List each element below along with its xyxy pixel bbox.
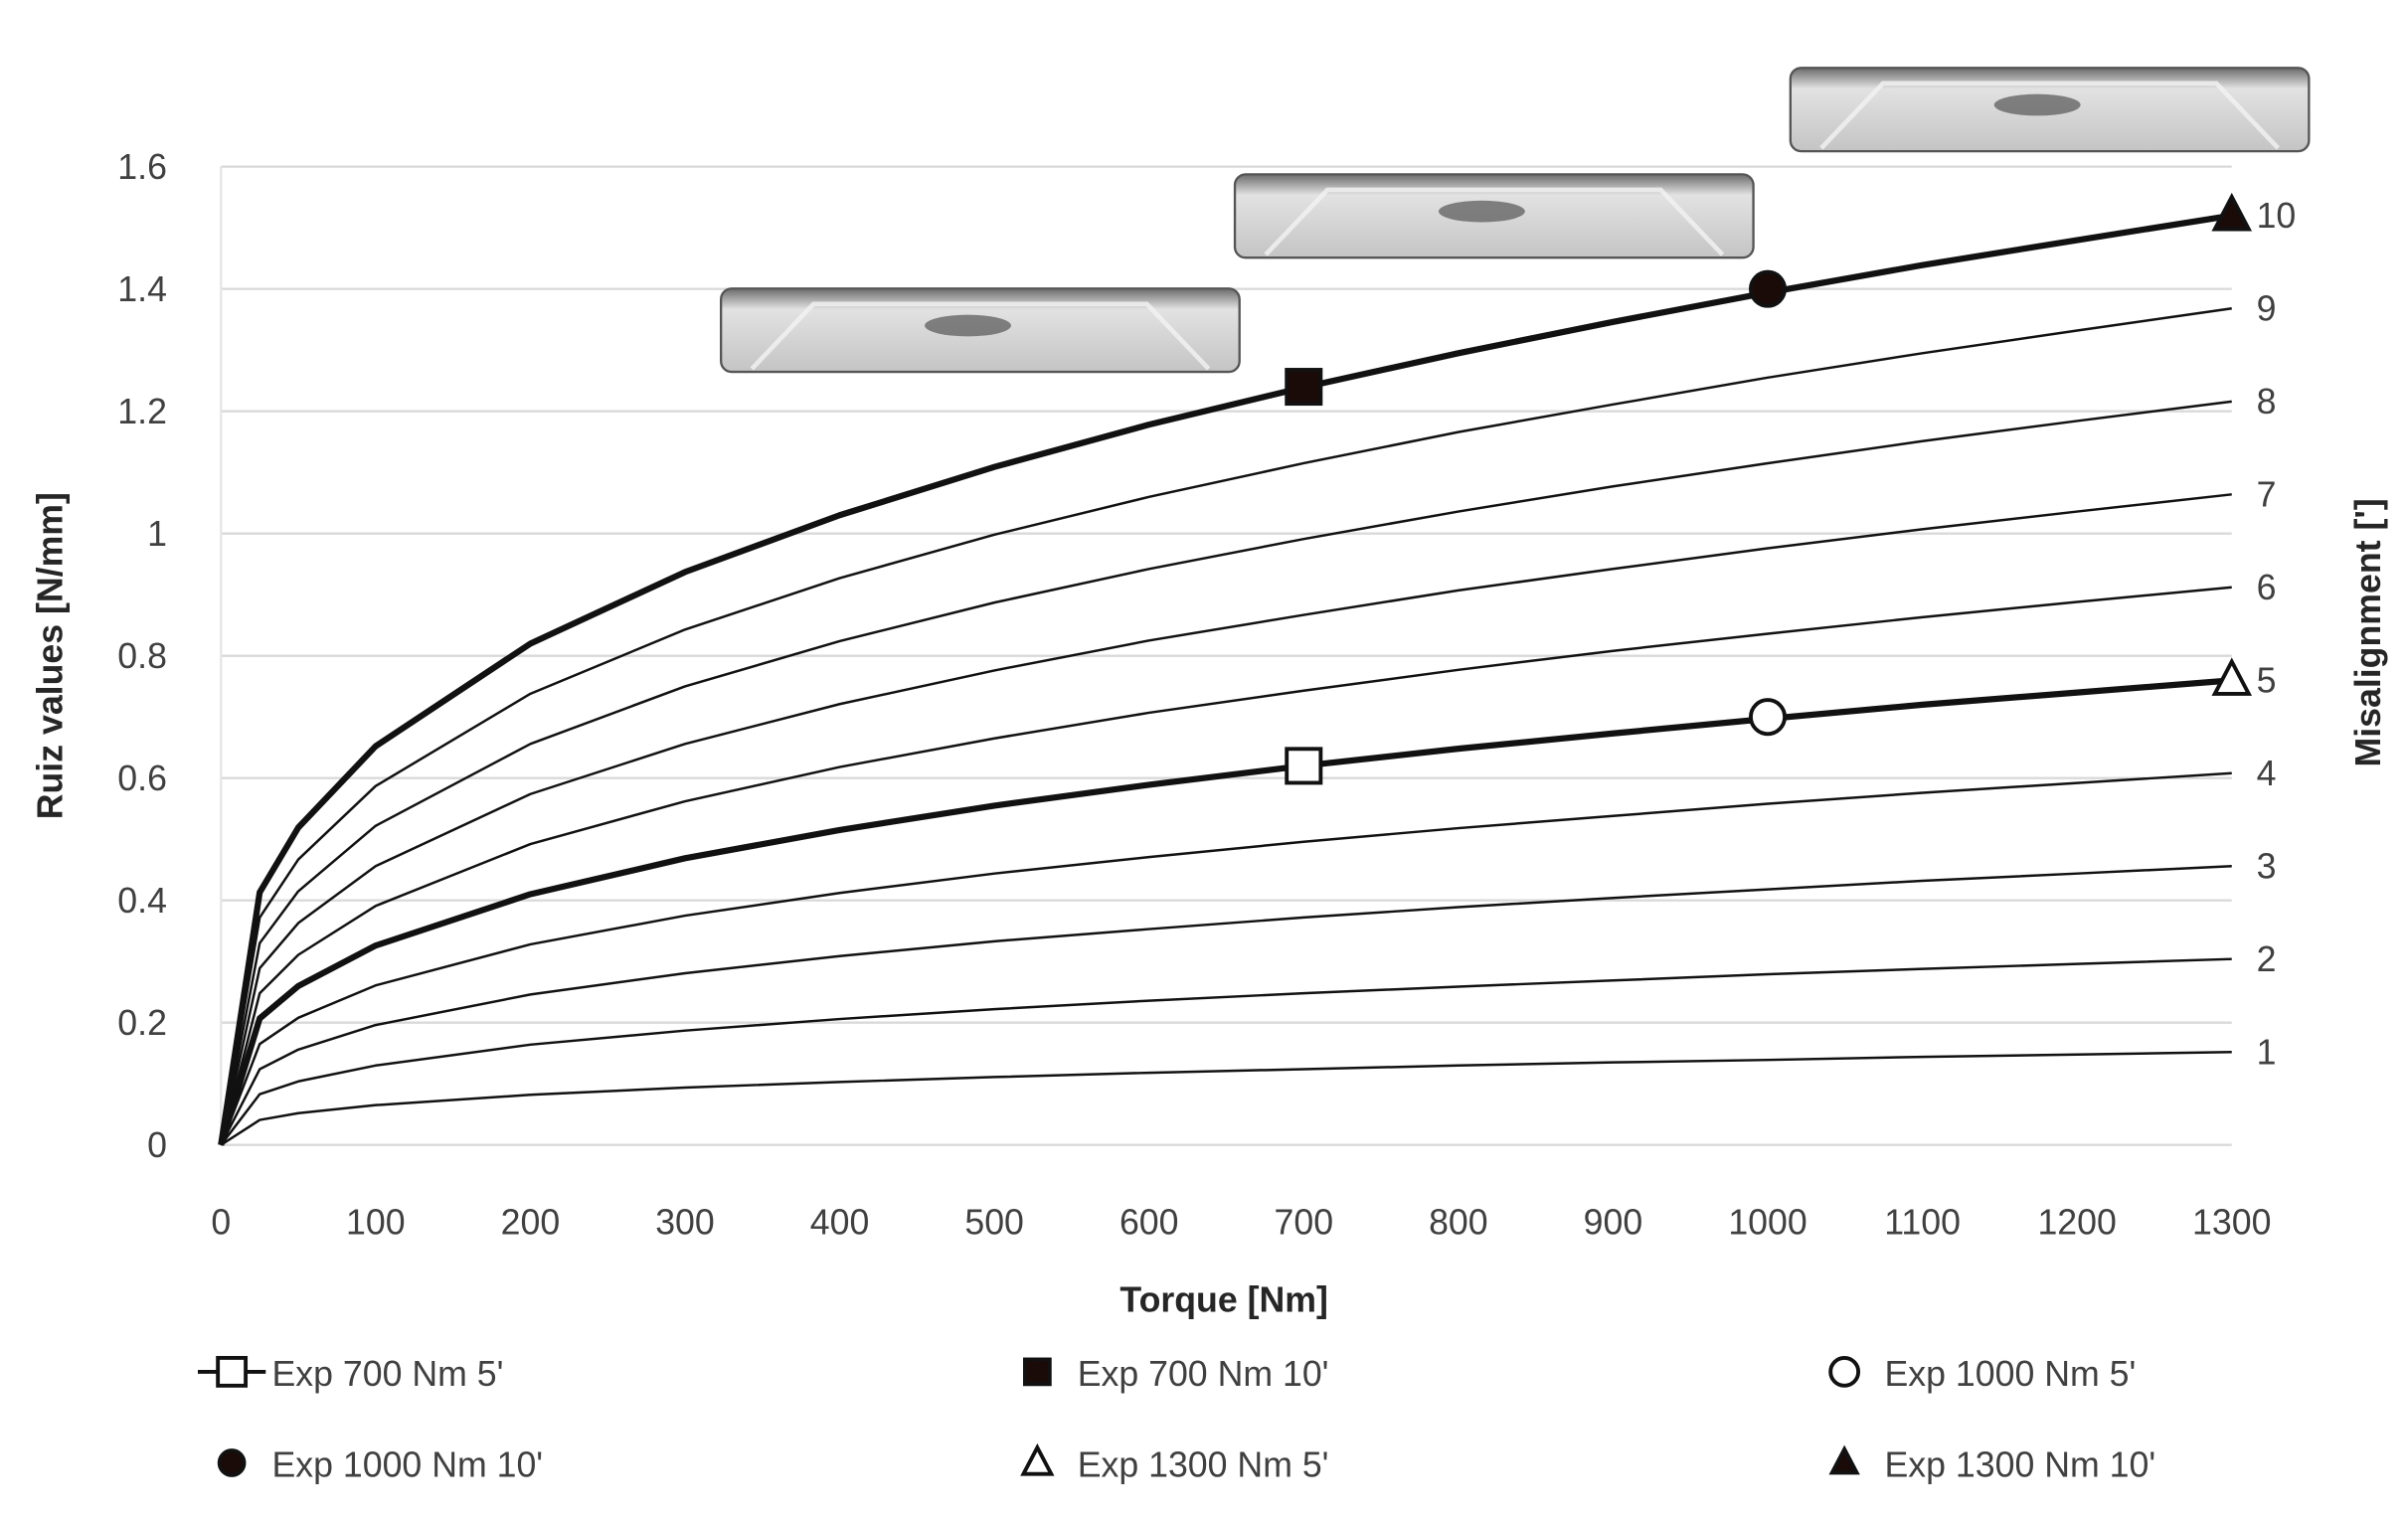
legend-item: Exp 1300 Nm 5' <box>1020 1442 1329 1484</box>
x-tick-label: 900 <box>1584 1203 1643 1243</box>
y-axis-title: Ruiz values [N/mm] <box>30 492 70 819</box>
triangle-marker <box>1020 1442 1055 1476</box>
legend-label: Exp 1300 Nm 10' <box>1885 1444 2156 1484</box>
photo-edge <box>1264 187 1725 256</box>
series-line-2 <box>220 957 2232 1146</box>
x-tick-label: 1300 <box>2192 1203 2271 1243</box>
square-marker <box>1023 1357 1052 1387</box>
misalignment-label: 4 <box>2257 754 2277 793</box>
y-tick-label: 1 <box>147 514 167 554</box>
x-tick-label: 600 <box>1119 1203 1179 1243</box>
square-marker <box>1285 368 1323 407</box>
x-tick-label: 700 <box>1275 1203 1334 1243</box>
x-tick-label: 500 <box>964 1203 1024 1243</box>
y-tick-label: 0.4 <box>117 881 167 921</box>
circle-marker <box>217 1448 247 1477</box>
y-tick-label: 1.2 <box>117 392 167 431</box>
specimen-photo <box>720 287 1241 374</box>
legend-item: Exp 1300 Nm 10' <box>1828 1444 2156 1484</box>
x-tick-label: 800 <box>1429 1203 1488 1243</box>
circle-marker <box>1749 269 1788 308</box>
series-line-7 <box>220 493 2232 1145</box>
y-tick-label: 1.6 <box>117 147 167 187</box>
photo-edge <box>750 301 1211 371</box>
circle-marker <box>1749 698 1788 737</box>
x-tick-label: 1000 <box>1728 1203 1806 1243</box>
y-tick-label: 0.6 <box>117 759 167 798</box>
x-axis-title: Torque [Nm] <box>1119 1279 1327 1319</box>
misalignment-label: 10 <box>2257 196 2297 236</box>
x-tick-label: 300 <box>655 1203 715 1243</box>
series-line-9 <box>220 307 2232 1145</box>
specimen-photo <box>1789 67 2311 153</box>
triangle-marker <box>2211 657 2253 696</box>
legend-label: Exp 1000 Nm 10' <box>271 1444 543 1484</box>
legend-label: Exp 1000 Nm 5' <box>1885 1354 2137 1394</box>
specimen-photo <box>1233 173 1755 259</box>
y-tick-label: 0.8 <box>117 636 167 676</box>
series-line-8 <box>220 400 2232 1145</box>
series-line-5 <box>218 677 2232 1146</box>
y-tick-label: 0.2 <box>117 1003 167 1043</box>
triangle-marker <box>2211 192 2253 232</box>
triangle-marker <box>1828 1444 1860 1475</box>
legend-label: Exp 1300 Nm 5' <box>1078 1444 1329 1484</box>
experiment-markers <box>1285 192 2253 785</box>
square-marker <box>216 1355 249 1388</box>
square-marker <box>1285 747 1323 785</box>
legend: Exp 700 Nm 5' Exp 700 Nm 10' Exp 1000 Nm 5… <box>197 1354 2156 1484</box>
x-tick-labels: 0 100 200 300 400 500 600 700 800 900 1000 1100 1200… <box>211 1203 2271 1243</box>
misalignment-label: 8 <box>2257 382 2277 422</box>
legend-item: Exp 1000 Nm 10' <box>217 1444 543 1484</box>
x-tick-label: 200 <box>501 1203 561 1243</box>
x-tick-label: 0 <box>211 1203 231 1243</box>
photo-edge <box>1819 81 2281 150</box>
series-line-1 <box>220 1051 2232 1146</box>
legend-label: Exp 700 Nm 10' <box>1078 1354 1329 1394</box>
misalignment-label: 1 <box>2257 1033 2277 1073</box>
y-tick-label: 0 <box>147 1125 167 1165</box>
series-line-4 <box>220 771 2232 1146</box>
misalignment-label: 9 <box>2257 289 2277 329</box>
misalignment-label: 7 <box>2257 475 2277 515</box>
series-lines <box>218 212 2233 1146</box>
y2-axis-title: Misalignment ['] <box>2348 498 2388 766</box>
photo-defect <box>1993 93 2081 116</box>
misalignment-label: 5 <box>2257 661 2277 701</box>
misalignment-label: 2 <box>2257 939 2277 979</box>
photo-defect <box>925 314 1011 337</box>
series-line-6 <box>220 586 2232 1146</box>
photo-defect <box>1438 200 1525 223</box>
x-tick-label: 1100 <box>1884 1203 1961 1243</box>
misalignment-label: 6 <box>2257 568 2277 607</box>
x-tick-label: 1200 <box>2037 1203 2116 1243</box>
misalignment-label: 3 <box>2257 847 2277 887</box>
series-line-10 <box>218 212 2233 1146</box>
y-tick-labels: 0 0.2 0.4 0.6 0.8 1 1.2 1.4 1.6 <box>117 147 167 1165</box>
series-line-3 <box>220 864 2232 1146</box>
legend-label: Exp 700 Nm 5' <box>271 1354 503 1394</box>
legend-item: Exp 700 Nm 10' <box>1023 1354 1329 1394</box>
y-tick-label: 1.4 <box>117 269 167 309</box>
circle-marker <box>1828 1355 1861 1388</box>
x-tick-label: 400 <box>810 1203 870 1243</box>
x-tick-label: 100 <box>346 1203 406 1243</box>
misalignment-labels: 1 2 3 4 5 6 7 8 9 10 <box>2257 196 2297 1072</box>
specimen-photos <box>720 67 2311 374</box>
legend-item: Exp 700 Nm 5' <box>197 1354 503 1394</box>
gridlines <box>220 165 2232 1146</box>
legend-item: Exp 1000 Nm 5' <box>1828 1354 2137 1394</box>
